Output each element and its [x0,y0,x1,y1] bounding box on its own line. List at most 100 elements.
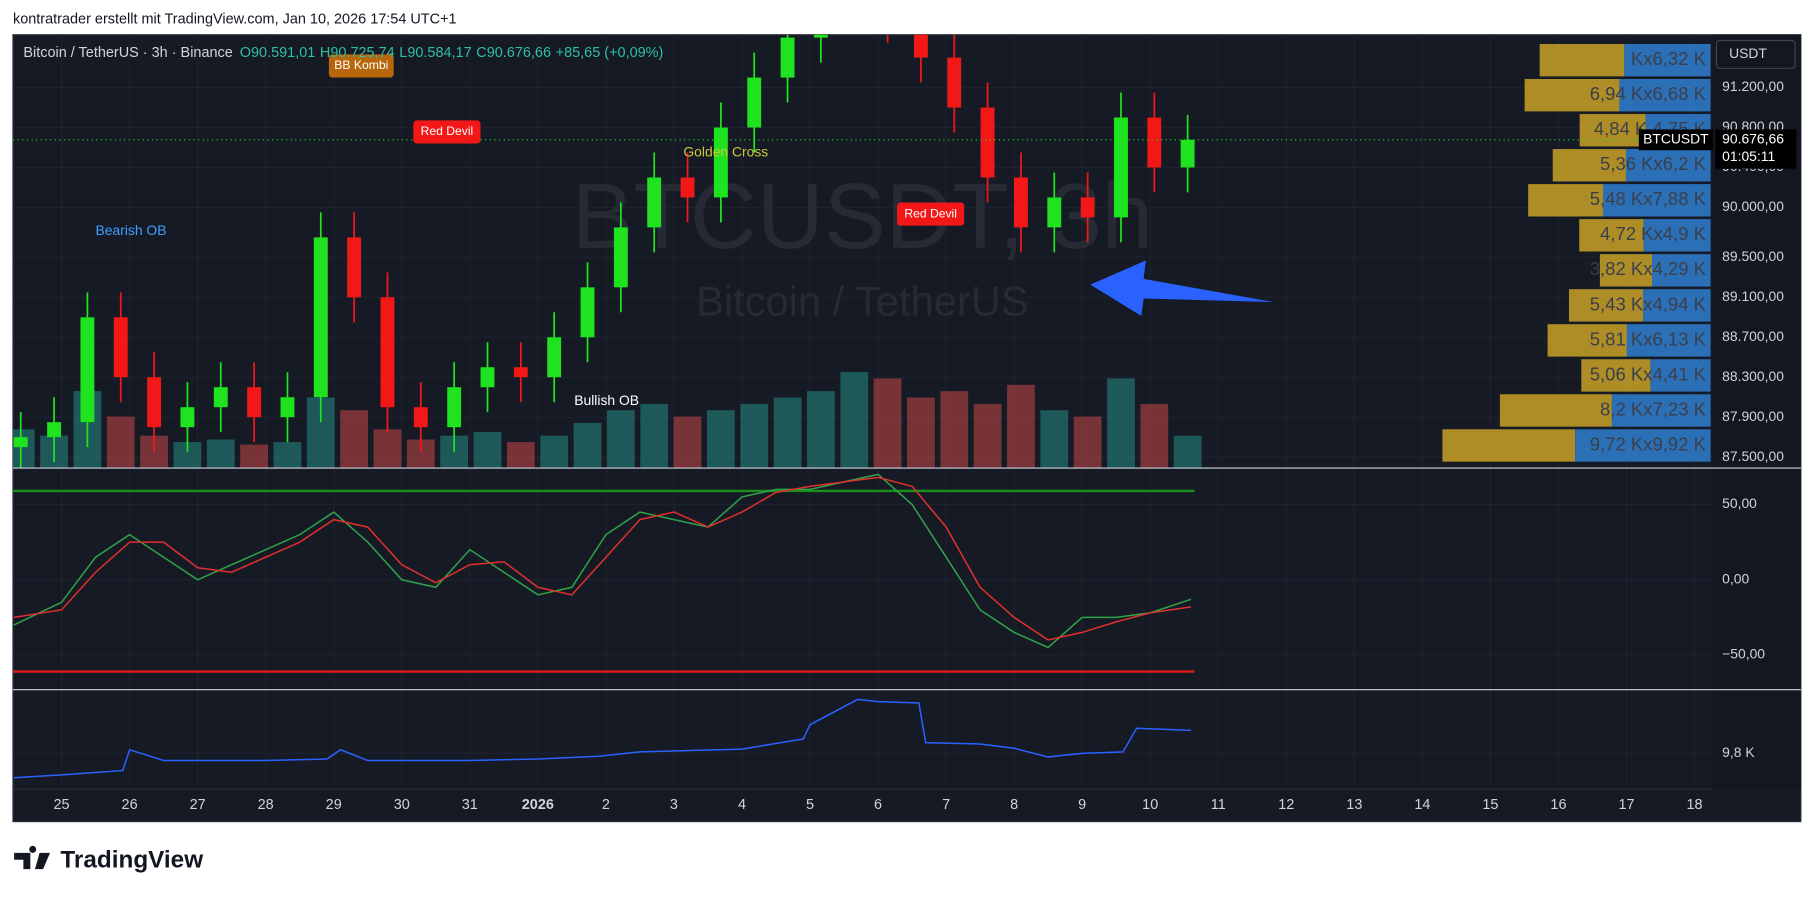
line-series [13,476,1192,641]
candle-body [80,317,95,423]
x-tick-label: 6 [874,797,882,813]
candle-body [1114,117,1128,218]
profile-sell [1575,429,1711,462]
candle-body [780,37,795,78]
currency[interactable]: USDT [1729,45,1767,61]
annotation: Red Devil [421,124,474,138]
y-tick-label: 0,00 [1722,570,1749,586]
x-tick-label: 30 [394,797,410,813]
profile-buy [1599,254,1653,287]
profile-sell [1643,219,1711,252]
volume-bar [373,429,402,468]
candle-body [13,437,28,448]
candle-body [1180,139,1195,168]
volume-bar [907,397,935,468]
symbol-title: Bitcoin / TetherUS · 3h · Binance [23,45,232,61]
footer-logo: TradingView [14,845,203,873]
x-tick-label: 7 [942,797,950,813]
low: L90.584,17 [399,45,471,61]
volume-bar [1107,378,1135,468]
profile-buy [1579,219,1644,252]
candle-body [47,422,62,438]
profile-label: 3,82 Kx4,29 K [1590,258,1707,279]
volume-bar [840,372,869,468]
profile-buy [1569,289,1644,322]
profile-label: 5,48 Kx7,88 K [1590,188,1707,209]
candle-body [413,407,428,428]
candle-body [913,34,928,58]
y-tick-label: 88.700,00 [1722,328,1784,344]
y-tick-label: 9,8 K [1722,744,1755,760]
volume-bar [573,422,602,468]
label-box [897,202,965,226]
candle-body [313,237,328,398]
candle-body [1013,177,1028,228]
candle-body [147,377,162,428]
x-tick-label: 13 [1346,797,1362,813]
profile-sell [1626,324,1711,357]
x-tick-label: 29 [326,797,342,813]
candle-body [713,127,728,198]
volume-bar [1173,435,1202,468]
candle-body [347,237,362,298]
profile-sell [1652,254,1711,287]
watermark-subtitle: Bitcoin / TetherUS [696,277,1029,324]
volume-bar [706,410,735,468]
volume-bar [873,378,902,468]
currency-button[interactable] [1715,39,1796,69]
logo-mark [14,845,51,870]
volume-bar [1073,416,1102,468]
candle-body [1080,197,1095,218]
y-tick-label: 89.500,00 [1722,248,1784,264]
candle-body [680,177,695,198]
chart-frame [12,34,1802,823]
candle-body [247,387,262,418]
volume-bar [273,442,302,468]
credit: kontratrader erstellt mit TradingView.co… [13,11,457,27]
volume-bar [1140,403,1169,468]
profile-label: 5,43 Kx4,94 K [1590,293,1707,314]
y-tick-label: 50,00 [1722,495,1757,511]
profile-buy [1524,79,1620,112]
annotation: Golden Cross [683,143,768,159]
profile-sell [1650,359,1711,392]
profile-label: 5,06 Kx4,41 K [1590,363,1707,384]
arrow [1090,260,1274,316]
candle-body [213,387,228,408]
open: O90.591,01 [240,45,316,61]
x-tick-label: 15 [1482,797,1498,813]
volume-bar [473,431,502,468]
candle-body [480,367,495,388]
symbol-legend: Bitcoin / TetherUS · 3h · Binance O90.591… [23,45,663,61]
volume-bar [773,397,802,468]
profile-buy [1442,429,1576,462]
volume-bar [1040,410,1069,468]
candle-body [980,107,995,178]
candle-body [380,297,395,408]
candle-body [547,337,562,378]
profile-label: 6,94 Kx6,68 K [1590,83,1707,104]
symbol-label: BTCUSDT [1643,131,1709,147]
volume-bar [606,410,635,468]
candle-body [513,367,528,378]
profile-sell [1625,149,1711,182]
annotations: BB Kombi Red Devil Red Devil Golden Cros… [96,54,965,408]
profile-label: Kx6,32 K [1631,48,1707,69]
close: C90.676,66 [476,45,551,61]
volume-bar [540,435,569,468]
last-price-label: 90.676,66 [1722,131,1784,147]
countdown: 01:05:11 [1722,148,1775,164]
x-tick-label: 28 [258,797,274,813]
profile-sell [1624,43,1711,77]
volume-bar [506,442,535,468]
x-tick-label: 5 [806,797,814,813]
volume-bar [807,391,835,468]
change: +85,65 (+0,09%) [556,45,664,61]
profile-buy [1539,43,1625,77]
volume-bar [640,403,669,468]
candle-body [1147,117,1162,168]
x-tick-label: 11 [1211,797,1226,813]
candle-body [613,227,628,288]
line-series [13,473,1192,649]
